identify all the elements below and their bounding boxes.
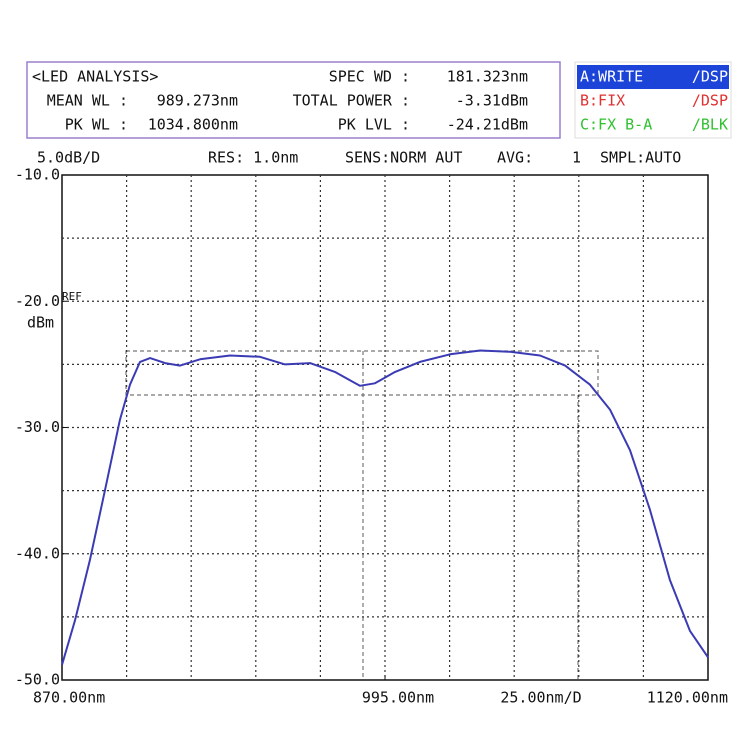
info-panel [26, 61, 561, 139]
panel-label: PK LVL : [338, 116, 410, 134]
trace-name: B:FIX [580, 92, 625, 110]
x-tick-label: 1120.00nm [647, 689, 728, 707]
panel-value: -3.31dBm [456, 92, 528, 110]
y-tick-label: -20.0 [15, 292, 60, 310]
panel-value: 1034.800nm [148, 116, 238, 134]
status-text: SENS:NORM AUT [345, 149, 462, 167]
trace-mode: /DSP [692, 92, 728, 110]
trace-line [61, 349, 709, 666]
panel-label: PK WL : [65, 116, 128, 134]
trace-mode: /DSP [692, 68, 728, 86]
y-tick-label: -30.0 [15, 418, 60, 436]
y-tick-label: -40.0 [15, 544, 60, 562]
y-axis-label: dBm [27, 314, 54, 332]
status-text: AVG: [497, 149, 533, 167]
ref-label: REF [62, 290, 82, 303]
trace-panel [574, 61, 732, 139]
analysis-box [125, 350, 599, 396]
x-tick-label: 995.00nm [362, 689, 434, 707]
trace-name: C:FX B-A [580, 116, 652, 134]
panel-label: TOTAL POWER : [293, 92, 410, 110]
trace-mode: /BLK [692, 116, 728, 134]
panel-value: 181.323nm [447, 68, 528, 86]
panel-title: <LED ANALYSIS> [32, 68, 158, 86]
status-text: 5.0dB/D [37, 149, 100, 167]
panel-label: MEAN WL : [47, 92, 128, 110]
trace-highlight [577, 65, 729, 89]
x-tick-label: 870.00nm [33, 689, 105, 707]
panel-value: -24.21dBm [447, 116, 528, 134]
status-text: RES: 1.0nm [208, 149, 298, 167]
y-tick-label: -50.0 [15, 671, 60, 689]
status-text: SMPL:AUTO [600, 149, 681, 167]
x-scale-label: 25.00nm/D [500, 689, 581, 707]
panel-value: 989.273nm [157, 92, 238, 110]
y-tick-label: -10.0 [15, 166, 60, 184]
trace-name: A:WRITE [580, 68, 643, 86]
panel-label: SPEC WD : [329, 68, 410, 86]
status-text: 1 [572, 149, 581, 167]
